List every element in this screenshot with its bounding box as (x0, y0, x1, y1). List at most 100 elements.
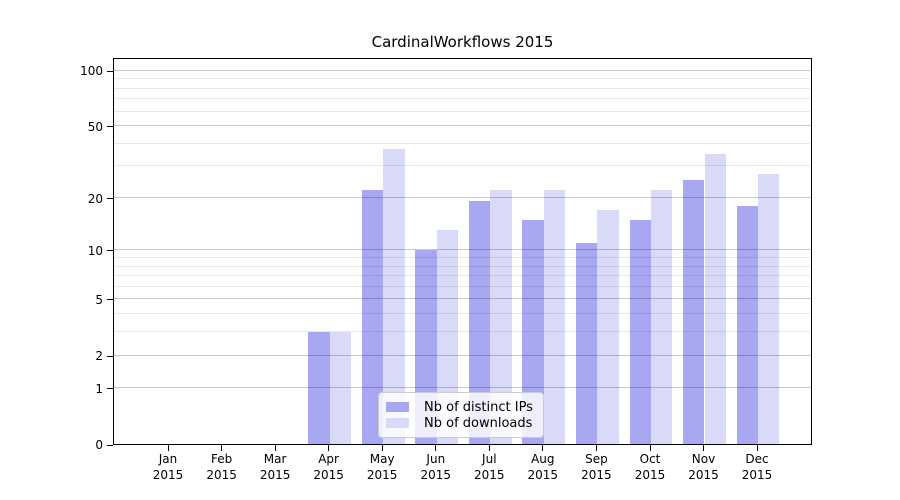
x-tick-year: 2015 (474, 467, 505, 482)
x-tick-label: Mar 2015 (240, 452, 310, 483)
plot-area (113, 58, 812, 445)
x-tick-label: Sep 2015 (561, 452, 631, 483)
x-tick-year: 2015 (581, 467, 612, 482)
gridline-major (114, 354, 811, 356)
bar-downloads-jul (490, 190, 512, 444)
x-tick-month: Oct (639, 452, 661, 466)
x-tick-mark (488, 445, 490, 451)
x-tick-label: Aug 2015 (508, 452, 578, 483)
chart-title: CardinalWorkflows 2015 (371, 33, 554, 51)
bar-downloads-dec (758, 174, 780, 444)
bar-ips-sep (576, 242, 598, 444)
x-tick-label: Jul 2015 (454, 452, 524, 483)
x-tick-month: Mar (263, 452, 287, 466)
x-tick-year: 2015 (206, 467, 237, 482)
gridline-minor (114, 142, 811, 144)
x-tick-month: Feb (210, 452, 233, 466)
bar-downloads-oct (651, 190, 673, 444)
gridline-minor (114, 110, 811, 112)
x-tick-month: Aug (531, 452, 555, 466)
gridline-major (114, 298, 811, 300)
x-tick-year: 2015 (366, 467, 398, 482)
gridline-minor (114, 285, 811, 287)
gridline-minor (114, 331, 811, 333)
gridline-minor (114, 78, 811, 80)
bar-ips-apr (308, 331, 330, 444)
x-tick-mark (328, 445, 330, 451)
y-tick-label: 20 (87, 191, 103, 206)
x-tick-month: Apr (318, 452, 339, 466)
gridline-minor (114, 165, 811, 167)
bar-ips-nov (683, 180, 705, 444)
legend: Nb of distinct IPs Nb of downloads (378, 392, 544, 438)
x-tick-year: 2015 (634, 467, 666, 482)
x-tick-mark (542, 445, 544, 451)
y-tick-label: 2 (95, 349, 103, 363)
legend-swatch-downloads (386, 418, 409, 428)
x-tick-year: 2015 (313, 467, 344, 482)
bar-downloads-aug (543, 190, 566, 444)
x-tick-year: 2015 (420, 467, 452, 482)
x-tick-label: Feb 2015 (187, 452, 257, 483)
gridline-minor (114, 98, 811, 100)
x-tick-month: Dec (745, 452, 769, 466)
y-tick-mark (107, 299, 113, 301)
x-tick-mark (435, 445, 437, 451)
y-tick-label: 50 (87, 119, 103, 134)
gridline-major (114, 125, 811, 127)
y-tick-label: 100 (80, 64, 103, 79)
x-tick-year: 2015 (741, 467, 773, 482)
y-tick-mark (107, 250, 113, 252)
bar-downloads-jun (436, 230, 459, 444)
gridline-minor (114, 257, 811, 258)
x-tick-month: Jan (158, 452, 178, 466)
x-tick-year: 2015 (688, 467, 719, 482)
bar-ips-dec (736, 205, 758, 444)
gridline-major (114, 249, 811, 251)
bar-downloads-sep (597, 209, 619, 444)
gridline-minor (114, 275, 811, 277)
y-tick-mark (107, 355, 113, 357)
gridline-major (114, 69, 811, 71)
y-tick-mark (107, 126, 113, 128)
x-tick-mark (167, 445, 169, 451)
legend-swatch-distinct-ips (386, 402, 409, 412)
bar-downloads-nov (704, 153, 726, 444)
x-tick-label: Jun 2015 (401, 452, 471, 483)
y-tick-mark (107, 198, 113, 199)
x-tick-mark (595, 445, 597, 451)
y-tick-label: 5 (95, 292, 103, 307)
x-tick-mark (649, 445, 651, 451)
x-tick-label: Jan 2015 (133, 452, 203, 483)
bar-ips-jul (468, 201, 491, 444)
x-tick-month: May (369, 452, 395, 466)
x-tick-mark (274, 445, 276, 451)
x-tick-month: Jun (426, 452, 446, 466)
y-tick-label: 0 (95, 438, 103, 452)
gridline-major (114, 387, 811, 389)
bar-ips-may (361, 190, 384, 444)
x-tick-year: 2015 (259, 467, 291, 482)
x-tick-month: Sep (585, 452, 608, 466)
x-tick-label: Dec 2015 (722, 452, 792, 483)
legend-label-downloads: Nb of downloads (424, 415, 533, 431)
gridline-minor (114, 313, 811, 315)
gridline-minor (114, 87, 811, 89)
y-tick-label: 10 (87, 243, 103, 258)
x-tick-year: 2015 (527, 467, 559, 482)
legend-entry-distinct-ips: Nb of distinct IPs (386, 399, 537, 415)
x-tick-label: Oct 2015 (615, 452, 685, 483)
gridline-minor (114, 265, 811, 267)
y-tick-label: 1 (95, 381, 103, 396)
gridline-major (114, 197, 811, 198)
x-tick-year: 2015 (152, 467, 184, 482)
x-tick-month: Jul (482, 452, 497, 466)
x-tick-mark (221, 445, 223, 451)
x-tick-label: Nov 2015 (669, 452, 739, 483)
bar-downloads-may (383, 149, 405, 444)
y-tick-mark (107, 444, 113, 446)
x-tick-mark (756, 445, 758, 451)
bar-ips-oct (629, 219, 651, 444)
legend-entry-downloads: Nb of downloads (386, 415, 537, 431)
